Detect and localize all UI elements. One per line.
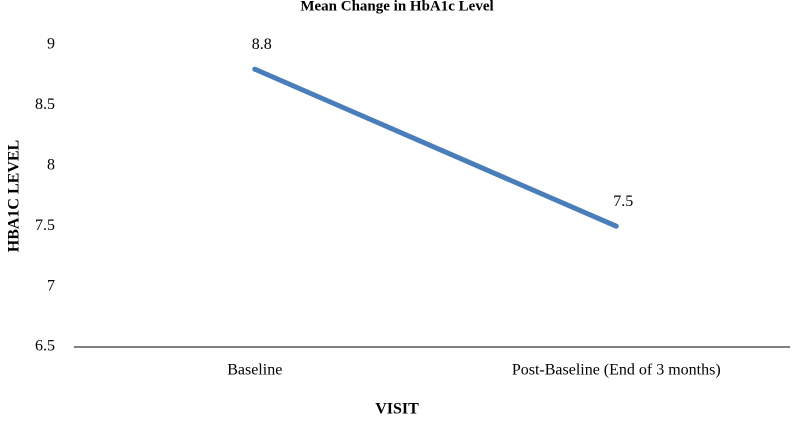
y-tick-label: 7.5 bbox=[35, 217, 55, 234]
chart-title: Mean Change in HbA1c Level bbox=[300, 0, 493, 14]
x-axis-label: VISIT bbox=[375, 401, 419, 418]
data-line bbox=[252, 66, 619, 229]
y-tick-label: 9 bbox=[47, 36, 55, 53]
y-tick-label: 8 bbox=[47, 156, 55, 173]
data-label: 7.5 bbox=[613, 193, 633, 210]
y-axis-label: HBA1C LEVEL bbox=[6, 140, 23, 252]
x-tick-label: Post-Baseline (End of 3 months) bbox=[512, 362, 721, 379]
y-tick-label: 7 bbox=[47, 277, 55, 294]
y-tick-label: 8.5 bbox=[35, 96, 55, 113]
x-tick-label: Baseline bbox=[227, 362, 282, 379]
y-tick-label: 6.5 bbox=[35, 338, 55, 355]
data-label: 8.8 bbox=[252, 36, 272, 53]
